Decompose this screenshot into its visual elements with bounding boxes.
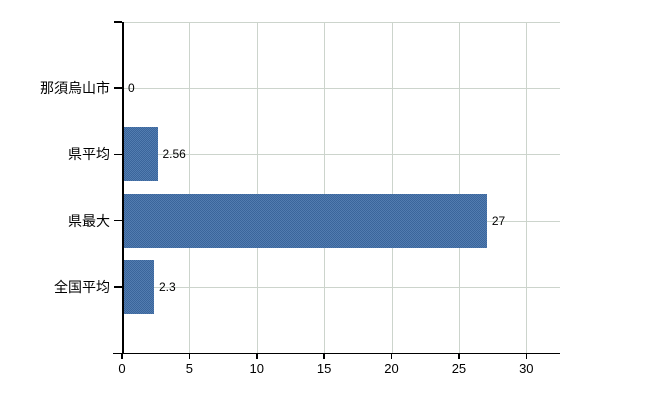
y-axis-tick [114, 21, 122, 23]
x-axis-tick [390, 353, 393, 359]
bar-3 [123, 259, 155, 314]
x-tick-label-25: 25 [451, 361, 467, 376]
data-label-0: 0 [128, 81, 135, 96]
gridline-horizontal [122, 22, 560, 23]
x-axis-tick [188, 353, 191, 359]
x-axis-tick [525, 353, 528, 359]
x-axis-tick [121, 353, 123, 359]
category-label-2: 県最大 [68, 212, 110, 229]
gridline-vertical [391, 22, 393, 353]
data-label-3: 2.3 [158, 279, 176, 294]
x-axis-tick [256, 353, 258, 359]
x-tick-label-0: 0 [118, 361, 126, 376]
y-axis-line [122, 22, 124, 353]
y-axis-tick [114, 286, 122, 288]
gridline-vertical [324, 22, 326, 353]
x-tick-label-5: 5 [185, 361, 193, 376]
gridline-horizontal [122, 286, 560, 288]
gridline-vertical [189, 22, 191, 353]
x-tick-label-30: 30 [519, 361, 534, 376]
gridline-vertical [526, 22, 528, 353]
x-axis-line [113, 352, 560, 354]
category-label-0: 那須烏山市 [40, 80, 110, 97]
gridline-vertical [256, 22, 258, 353]
data-label-2: 27 [491, 213, 506, 228]
y-axis-tick [114, 153, 122, 156]
y-axis-tick [114, 219, 122, 222]
bar-2 [123, 193, 488, 248]
gridline-horizontal [122, 88, 560, 90]
x-axis-tick [323, 353, 325, 359]
bar-1 [123, 127, 158, 182]
x-axis-tick [458, 353, 460, 359]
y-axis-tick [114, 87, 122, 89]
gridline-horizontal [122, 154, 560, 156]
x-tick-label-20: 20 [384, 361, 399, 376]
category-label-1: 県平均 [68, 146, 110, 163]
category-label-3: 全国平均 [54, 278, 110, 295]
data-label-1: 2.56 [162, 147, 186, 162]
gridline-vertical [458, 22, 460, 353]
x-tick-label-10: 10 [249, 361, 264, 376]
x-tick-label-15: 15 [316, 361, 332, 376]
